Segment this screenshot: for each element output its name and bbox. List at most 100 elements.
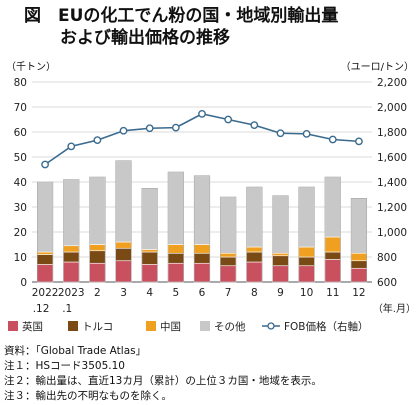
- x-tick-label: 11: [326, 287, 339, 299]
- x-tick-label: 12: [352, 287, 365, 299]
- right-axis-unit: （ユーロ/トン）: [340, 62, 414, 73]
- bar-segment: [36, 251, 54, 255]
- x-tick-label: 10: [300, 287, 313, 299]
- bar-segment: [324, 176, 341, 238]
- x-tick-label: 3: [120, 287, 127, 299]
- bar-segment: [246, 251, 263, 263]
- price-point: [276, 129, 285, 138]
- y-right-tick-label: 1,000: [377, 227, 407, 239]
- note-2: 注２：輸出量は、直近13カ月（累計）の上位３カ国・地域を表示。: [4, 375, 322, 387]
- bar-segment: [36, 181, 54, 253]
- bar-segment: [141, 264, 158, 283]
- bar-segment: [193, 252, 211, 264]
- y-left-tick-label: 10: [14, 252, 27, 264]
- bar-segment: [167, 244, 184, 254]
- bar-segment: [350, 260, 368, 269]
- x-tick-label: 9: [277, 287, 284, 299]
- y-left-tick-label: 70: [14, 102, 27, 114]
- price-point: [302, 129, 311, 138]
- price-point: [119, 126, 128, 135]
- bar-segment: [220, 196, 237, 254]
- bar-segment: [115, 247, 132, 262]
- legend-label: 英国: [22, 320, 43, 333]
- bar-segment: [89, 244, 106, 252]
- legend-label: トルコ: [82, 321, 113, 333]
- legend-swatch: [68, 321, 78, 331]
- price-point: [355, 137, 363, 146]
- bar-outline: [350, 198, 368, 283]
- legend-label: 中国: [160, 320, 181, 333]
- bar-segment: [167, 252, 184, 264]
- bar-segment: [193, 262, 211, 283]
- legend-swatch: [200, 321, 210, 331]
- notes-block: 資料：「Global Trade Atlas」 注１：HSコード3505.10 …: [4, 344, 322, 404]
- bar-segment: [193, 175, 211, 245]
- price-point: [328, 135, 337, 144]
- bar-segment: [324, 236, 341, 253]
- x-tick-label: 8: [251, 287, 258, 299]
- title-line-2: および輸出価格の推移: [60, 28, 230, 48]
- bar-outline: [141, 188, 158, 283]
- left-axis-unit: （千トン）: [6, 62, 56, 73]
- y-left-tick-label: 30: [14, 202, 27, 214]
- chart-svg: 0 10 20 30 40 50 60 70 80 600 800 1,000 1,200 1,400 1,…: [8, 77, 416, 333]
- bar-segment: [63, 251, 80, 263]
- bar-segment: [63, 261, 80, 283]
- bar-segment: [272, 255, 289, 267]
- bar-segment: [167, 262, 184, 283]
- y-right-tick-label: 2,200: [377, 77, 407, 89]
- x-tick-label: 6: [199, 287, 206, 299]
- price-point: [145, 124, 154, 133]
- y-right-tick-label: 600: [377, 277, 397, 289]
- y-left-tick-label: 20: [14, 227, 27, 239]
- x-axis-unit: （年.月）: [373, 302, 416, 315]
- bar-outline: [220, 196, 237, 283]
- bar-segment: [36, 264, 54, 283]
- bar-segment: [324, 251, 341, 260]
- bar-segment: [89, 250, 106, 264]
- legend-swatch: [146, 321, 156, 331]
- bar-outline: [324, 176, 341, 283]
- bar-segment: [220, 265, 237, 283]
- bar-segment: [167, 171, 184, 245]
- bar-outline: [115, 160, 132, 283]
- x-tick-label: 2022: [32, 287, 59, 299]
- bar-segment: [141, 187, 158, 250]
- legend-marker: [267, 322, 275, 330]
- bar-segment: [298, 256, 315, 267]
- bar-segment: [63, 179, 80, 247]
- bar-outline: [298, 186, 315, 283]
- price-point: [67, 142, 76, 151]
- bar-outline: [63, 179, 80, 283]
- bar-segment: [298, 265, 315, 283]
- bar-segment: [63, 245, 80, 253]
- bar-segment: [246, 186, 263, 248]
- bar-segment: [298, 186, 315, 248]
- x-tick-label: 2023: [58, 287, 85, 299]
- price-point: [198, 109, 206, 118]
- y-left-tick-label: 60: [14, 127, 27, 139]
- bar-segment: [220, 252, 237, 258]
- bar-segment: [220, 256, 237, 267]
- x-tick-sublabel: .12: [33, 303, 50, 315]
- y-left-tick-label: 80: [14, 77, 27, 89]
- legend-swatch: [8, 321, 18, 331]
- y-right-tick-label: 1,200: [377, 202, 407, 214]
- y-right-tick-label: 2,000: [377, 102, 407, 114]
- bar-segment: [89, 176, 106, 245]
- note-3: 注３：輸出先の不明なものを除く。: [4, 390, 172, 402]
- legend-label: その他: [214, 320, 246, 333]
- bar-segment: [350, 267, 368, 283]
- bar-segment: [272, 252, 289, 257]
- bar-segment: [272, 195, 289, 254]
- x-tick-label: 4: [146, 287, 153, 299]
- bar-segment: [272, 265, 289, 283]
- x-tick-label: 7: [225, 287, 232, 299]
- bar-segment: [350, 252, 368, 262]
- bar-segment: [246, 261, 263, 283]
- price-point: [224, 115, 233, 124]
- y-right-tick-label: 1,600: [377, 152, 407, 164]
- bar-segment: [324, 259, 341, 283]
- bar-segment: [141, 249, 158, 253]
